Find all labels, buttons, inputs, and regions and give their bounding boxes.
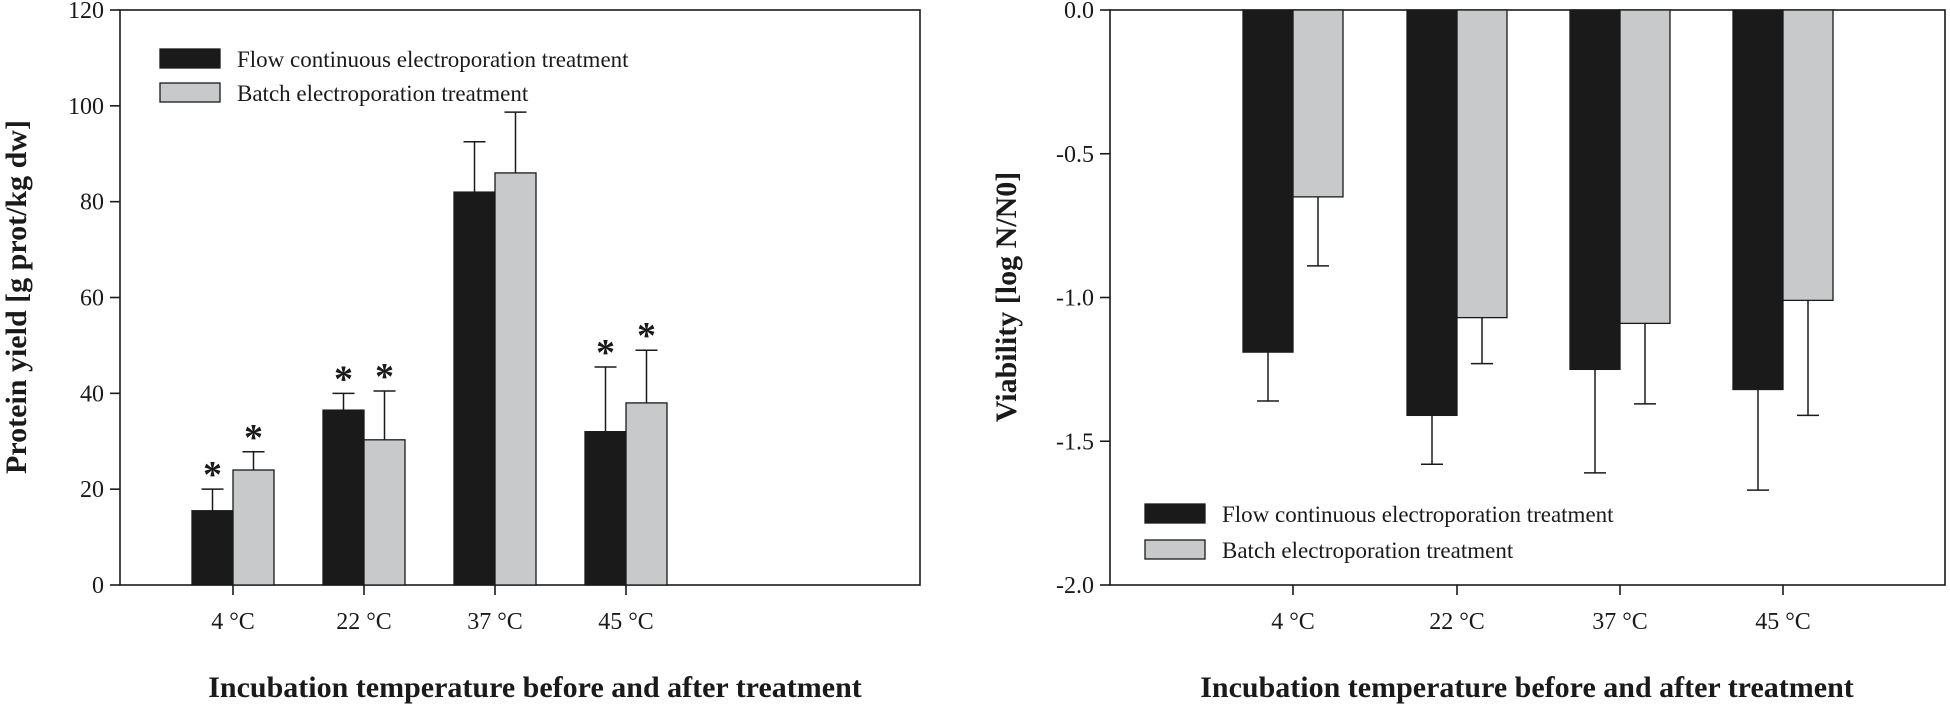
legend-label-batch: Batch electroporation treatment xyxy=(237,81,529,106)
x-axis: 4 °C 22 °C 37 °C 45 °C xyxy=(1271,609,1811,635)
bar xyxy=(1782,9,1834,302)
legend-label-batch: Batch electroporation treatment xyxy=(1222,538,1514,563)
legend: Flow continuous electroporation treatmen… xyxy=(159,47,629,106)
bar xyxy=(1242,9,1294,353)
significance-mark: * xyxy=(596,332,615,374)
y-axis-title: Protein yield [g prot/kg dw] xyxy=(0,120,33,474)
bar xyxy=(494,172,537,586)
x-tick-label: 4 °C xyxy=(1271,609,1315,635)
bar xyxy=(1292,9,1344,198)
x-tick-label: 22 °C xyxy=(1429,609,1485,635)
bar xyxy=(1619,9,1671,325)
y-tick-label: 80 xyxy=(80,190,104,216)
y-tick-label: 60 xyxy=(80,286,104,312)
legend-swatch-batch xyxy=(1144,539,1206,560)
y-tick-label: 100 xyxy=(68,94,104,120)
protein-yield-chart: 0 20 40 60 80 100 120 * * * * * * 4 °C 22 °C 37 °C … xyxy=(0,0,921,704)
x-axis-title: Incubation temperature before and after … xyxy=(208,671,862,704)
bar xyxy=(1456,9,1508,319)
significance-mark: * xyxy=(244,417,263,459)
x-tick-label: 22 °C xyxy=(336,609,392,635)
y-tick-label: 40 xyxy=(80,381,104,407)
y-tick-label: 0.0 xyxy=(1064,0,1094,24)
y-axis: 0 20 40 60 80 100 120 xyxy=(68,0,627,599)
significance-mark: * xyxy=(203,454,222,496)
legend-label-flow: Flow continuous electroporation treatmen… xyxy=(1222,502,1614,527)
y-tick-label: -2.0 xyxy=(1056,573,1094,599)
bar xyxy=(1569,9,1621,371)
bar xyxy=(363,439,406,586)
bar xyxy=(1406,9,1458,417)
bar xyxy=(584,431,627,586)
y-axis-title: Viability [log N/N0] xyxy=(990,172,1023,423)
significance-mark: * xyxy=(375,356,394,398)
y-tick-label: -1.0 xyxy=(1056,286,1094,312)
x-tick-label: 37 °C xyxy=(467,609,523,635)
legend-swatch-flow xyxy=(1144,503,1206,524)
y-tick-label: -0.5 xyxy=(1056,142,1094,168)
x-tick-label: 37 °C xyxy=(1592,609,1648,635)
legend-swatch-flow xyxy=(159,48,221,69)
y-axis: 0.0 -0.5 -1.0 -1.5 -2.0 xyxy=(1056,0,1784,599)
legend-label-flow: Flow continuous electroporation treatmen… xyxy=(237,47,629,72)
bar xyxy=(191,510,234,586)
y-tick-label: 0 xyxy=(92,573,104,599)
y-tick-label: -1.5 xyxy=(1056,429,1094,455)
bar xyxy=(1732,9,1784,391)
x-tick-label: 4 °C xyxy=(211,609,255,635)
x-axis: 4 °C 22 °C 37 °C 45 °C xyxy=(211,609,654,635)
legend: Flow continuous electroporation treatmen… xyxy=(1144,502,1614,563)
legend-swatch-batch xyxy=(159,82,221,103)
bar-group: * * * * * * xyxy=(191,111,668,586)
bar xyxy=(322,409,365,586)
viability-chart: 0.0 -0.5 -1.0 -1.5 -2.0 4 °C 22 °C 37 °C 45 … xyxy=(990,0,1946,704)
x-tick-label: 45 °C xyxy=(1755,609,1811,635)
bar-group xyxy=(1242,9,1834,491)
bar xyxy=(232,469,275,586)
y-tick-label: 120 xyxy=(68,0,104,24)
bar xyxy=(453,191,496,586)
x-axis-title: Incubation temperature before and after … xyxy=(1200,671,1854,704)
x-tick-label: 45 °C xyxy=(598,609,654,635)
bar xyxy=(625,402,668,586)
significance-mark: * xyxy=(334,358,353,400)
y-tick-label: 20 xyxy=(80,477,104,503)
significance-mark: * xyxy=(637,315,656,357)
